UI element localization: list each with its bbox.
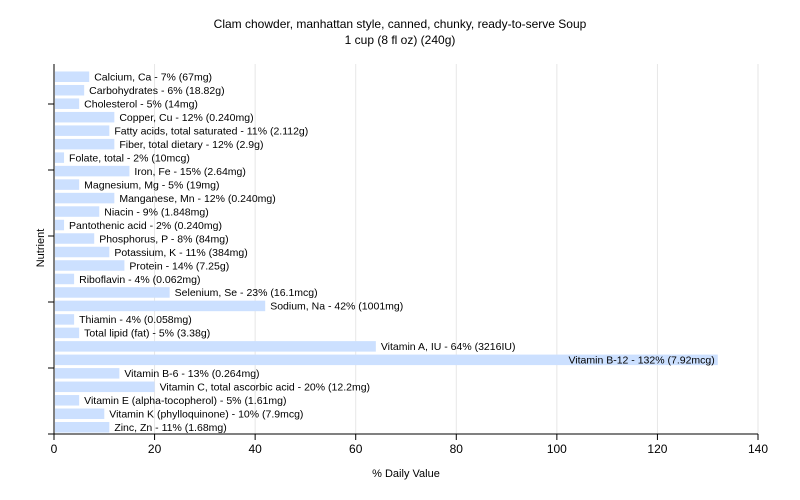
bar-label: Calcium, Ca - 7% (67mg)	[94, 72, 212, 84]
bar	[55, 138, 115, 150]
x-tick-label: 80	[450, 442, 464, 456]
bar	[55, 395, 80, 406]
bar	[55, 300, 266, 312]
bar	[55, 233, 95, 244]
bar-label: Vitamin B-6 - 13% (0.264mg)	[124, 368, 259, 380]
bar	[55, 152, 65, 163]
bar	[55, 314, 75, 325]
bar-label: Potassium, K - 11% (384mg)	[114, 247, 247, 259]
bar-label: Vitamin E (alpha-tocopherol) - 5% (1.61m…	[84, 395, 286, 407]
bar	[55, 408, 105, 420]
x-tick-label: 140	[748, 442, 768, 456]
grid-lines	[154, 64, 759, 434]
bar	[55, 341, 376, 352]
bar	[55, 219, 65, 231]
bars: Calcium, Ca - 7% (67mg)Carbohydrates - 6…	[55, 71, 718, 434]
bar-label: Iron, Fe - 15% (2.64mg)	[134, 166, 245, 178]
bar	[55, 71, 90, 82]
bar-label: Selenium, Se - 23% (16.1mcg)	[175, 287, 318, 299]
bar-label: Fiber, total dietary - 12% (2.9g)	[119, 139, 263, 151]
y-axis-title: Nutrient	[35, 229, 47, 268]
x-tick-label: 0	[51, 442, 58, 456]
axes: 0 20 40 60 80 100 120 140	[48, 64, 768, 456]
bar-label: Manganese, Mn - 12% (0.240mg)	[119, 193, 275, 205]
bar	[55, 165, 130, 177]
chart-subtitle: 1 cup (8 fl oz) (240g)	[344, 33, 456, 47]
chart-title: Clam chowder, manhattan style, canned, c…	[213, 17, 587, 31]
bar	[55, 192, 115, 204]
bar	[55, 246, 110, 258]
bar-label: Riboflavin - 4% (0.062mg)	[79, 274, 200, 286]
bar	[55, 354, 718, 366]
bar	[55, 327, 80, 339]
bar-label: Phosphorus, P - 8% (84mg)	[99, 233, 228, 245]
bar	[55, 368, 120, 379]
bar-label: Copper, Cu - 12% (0.240mg)	[119, 112, 253, 124]
bar-label: Folate, total - 2% (10mcg)	[69, 152, 190, 164]
bar	[55, 287, 170, 298]
x-tick-label: 20	[148, 442, 162, 456]
bar	[55, 260, 125, 271]
bar-label: Niacin - 9% (1.848mg)	[104, 206, 208, 218]
bar	[55, 273, 75, 285]
bar	[55, 179, 80, 190]
bar-label: Zinc, Zn - 11% (1.68mg)	[114, 422, 226, 434]
bar-label: Vitamin B-12 - 132% (7.92mcg)	[568, 355, 714, 367]
x-axis-title: % Daily Value	[372, 468, 440, 480]
bar-label: Total lipid (fat) - 5% (3.38g)	[84, 328, 210, 340]
bar-label: Magnesium, Mg - 5% (19mg)	[84, 179, 219, 191]
bar-label: Vitamin A, IU - 64% (3216IU)	[381, 341, 516, 353]
bar	[55, 381, 155, 393]
bar	[55, 125, 110, 136]
bar-label: Cholesterol - 5% (14mg)	[84, 99, 198, 111]
bar-label: Protein - 14% (7.25g)	[129, 260, 229, 272]
bar-label: Sodium, Na - 42% (1001mg)	[270, 301, 403, 313]
bar	[55, 206, 100, 217]
x-tick-label: 40	[248, 442, 262, 456]
bar	[55, 98, 80, 109]
bar-label: Pantothenic acid - 2% (0.240mg)	[69, 220, 222, 232]
chart-title-block: Clam chowder, manhattan style, canned, c…	[0, 16, 800, 48]
bar-label: Carbohydrates - 6% (18.82g)	[89, 85, 224, 97]
bar-label: Vitamin C, total ascorbic acid - 20% (12…	[160, 382, 370, 394]
bar	[55, 111, 115, 123]
bar-label: Fatty acids, total saturated - 11% (2.11…	[114, 125, 308, 137]
x-tick-label: 100	[547, 442, 567, 456]
x-tick-label: 60	[349, 442, 363, 456]
bar-label: Thiamin - 4% (0.058mg)	[79, 314, 192, 326]
bar-label: Vitamin K (phylloquinone) - 10% (7.9mcg)	[109, 409, 303, 421]
bar	[55, 84, 85, 96]
x-tick-label: 120	[647, 442, 667, 456]
bar	[55, 422, 110, 433]
